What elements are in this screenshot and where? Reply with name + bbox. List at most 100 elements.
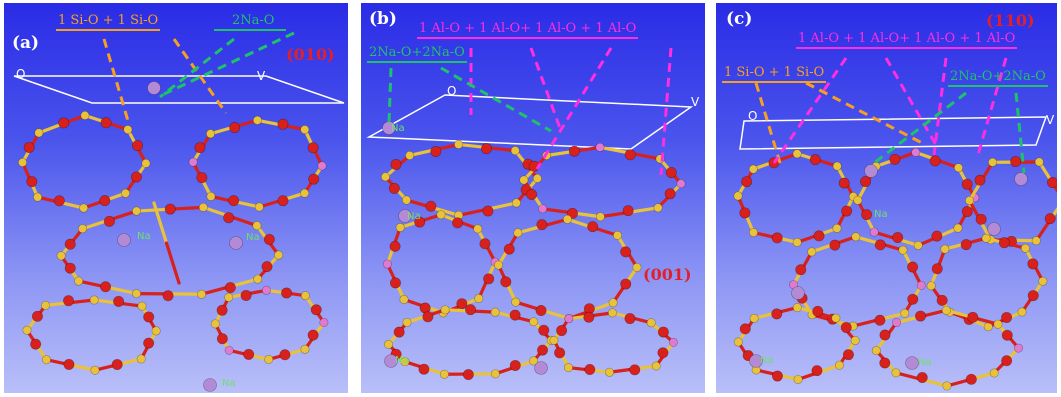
silicon-atom xyxy=(400,357,410,367)
silicon-atom xyxy=(604,367,614,377)
silicon-atom xyxy=(253,274,263,284)
silicon-atom xyxy=(651,361,661,371)
oxygen-atom xyxy=(960,239,972,251)
oxygen-atom xyxy=(1001,311,1013,323)
oxygen-atom xyxy=(974,174,986,186)
green-dash-line xyxy=(161,31,295,97)
silicon-atom xyxy=(900,308,910,318)
silicon-atom xyxy=(89,295,99,305)
silicon-atom xyxy=(121,188,131,198)
oxygen-atom xyxy=(63,358,75,370)
silicon-atom xyxy=(749,313,759,323)
oxygen-atom xyxy=(500,276,512,288)
oxygen-atom xyxy=(840,321,852,333)
oxygen-atom xyxy=(1001,355,1013,367)
panel-a: (a) 1 Si-O + 1 Si-O 2Na-O (010) O V Na N… xyxy=(4,3,348,393)
silicon-atom xyxy=(988,157,998,167)
axis-o-a: O xyxy=(16,67,26,81)
silicon-atom xyxy=(607,308,617,318)
oxygen-atom xyxy=(483,273,495,285)
aluminium-atom xyxy=(869,227,879,237)
silicon-atom xyxy=(898,245,908,255)
oxygen-atom xyxy=(1027,258,1039,270)
silicon-atom xyxy=(989,368,999,378)
oxygen-atom xyxy=(307,329,319,341)
oxygen-atom xyxy=(624,313,636,325)
magenta-dash-line xyxy=(535,47,613,170)
oxygen-atom xyxy=(975,213,987,225)
silicon-atom xyxy=(1034,157,1044,167)
bond-o-segment xyxy=(107,209,139,222)
oxygen-atom xyxy=(509,309,521,321)
oxygen-atom xyxy=(229,122,241,134)
silicon-atom xyxy=(494,260,504,270)
oxygen-atom xyxy=(224,282,236,294)
oxygen-atom xyxy=(892,232,904,244)
oxygen-atom xyxy=(665,167,677,179)
silicon-atom xyxy=(941,305,951,315)
oxygen-atom xyxy=(164,203,176,215)
oxygen-atom xyxy=(961,206,973,218)
bond-si-segment xyxy=(431,206,461,217)
magenta-dash-line xyxy=(529,47,563,132)
oxygen-atom xyxy=(308,173,320,185)
oxygen-atom xyxy=(811,365,823,377)
aluminium-atom xyxy=(224,345,234,355)
oxygen-atom xyxy=(771,232,783,244)
oxygen-atom xyxy=(841,205,853,217)
oxygen-atom xyxy=(281,287,293,299)
silicon-atom xyxy=(792,303,802,313)
oxygen-atom xyxy=(503,243,515,255)
silicon-atom xyxy=(436,210,446,220)
silicon-atom xyxy=(965,196,975,206)
silicon-atom xyxy=(511,198,521,208)
axis-v-a: V xyxy=(257,69,266,83)
oxygen-atom xyxy=(465,304,477,316)
silicon-atom xyxy=(793,374,803,384)
silicon-atom xyxy=(137,301,147,311)
silicon-atom xyxy=(733,337,743,347)
silicon-atom xyxy=(529,317,539,327)
oxygen-atom xyxy=(243,348,255,360)
oxygen-atom xyxy=(130,171,142,183)
oxygen-atom xyxy=(879,357,891,369)
sodium-atom xyxy=(229,236,243,250)
silicon-atom xyxy=(1020,243,1030,253)
silicon-atom xyxy=(300,344,310,354)
silicon-atom xyxy=(913,240,923,250)
sodium-atom xyxy=(1014,172,1028,186)
surface-plane xyxy=(13,75,345,104)
oxygen-atom xyxy=(879,329,891,341)
oxygen-atom xyxy=(223,212,235,224)
oxygen-atom xyxy=(889,153,901,165)
silicon-atom xyxy=(748,228,758,238)
silicon-atom xyxy=(926,281,936,291)
oxygen-atom xyxy=(961,178,973,190)
silicon-atom xyxy=(831,313,841,323)
na-label-a3: Na xyxy=(222,378,236,389)
oxygen-atom xyxy=(931,263,943,275)
oxygen-atom xyxy=(143,311,155,323)
silicon-atom xyxy=(90,365,100,375)
oxygen-atom xyxy=(739,207,751,219)
silicon-atom xyxy=(851,232,861,242)
aluminium-atom xyxy=(319,317,329,327)
silicon-atom xyxy=(300,188,310,198)
oxygen-atom xyxy=(554,347,566,359)
oxygen-atom xyxy=(277,118,289,130)
oxygen-atom xyxy=(277,195,289,207)
oxygen-atom xyxy=(482,205,494,217)
oxygen-atom xyxy=(936,294,948,306)
bond-label-si-o-a: 1 Si-O + 1 Si-O xyxy=(56,13,161,31)
silicon-atom xyxy=(274,250,284,260)
silicon-atom xyxy=(832,223,842,233)
silicon-atom xyxy=(210,319,220,329)
silicon-atom xyxy=(18,157,28,167)
aluminium-atom xyxy=(668,337,678,347)
green-dash-line xyxy=(440,66,552,133)
oxygen-atom xyxy=(216,333,228,345)
surface-plane xyxy=(739,116,1048,150)
silicon-atom xyxy=(940,244,950,254)
orange-dash-line xyxy=(754,82,782,164)
silicon-atom xyxy=(300,291,310,301)
